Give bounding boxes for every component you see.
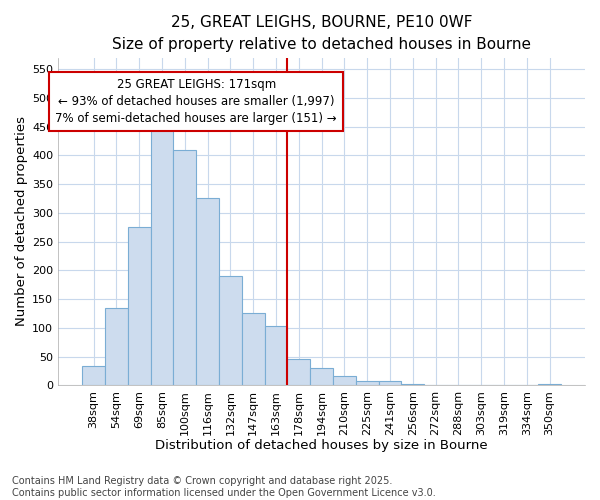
Bar [82,366,105,386]
Bar [310,368,333,386]
Bar [447,385,470,386]
Text: Contains HM Land Registry data © Crown copyright and database right 2025.
Contai: Contains HM Land Registry data © Crown c… [12,476,436,498]
Bar [401,384,424,386]
Bar [105,308,128,386]
Bar [242,314,265,386]
X-axis label: Distribution of detached houses by size in Bourne: Distribution of detached houses by size … [155,440,488,452]
Bar [219,276,242,386]
Bar [151,126,173,386]
Title: 25, GREAT LEIGHS, BOURNE, PE10 0WF
Size of property relative to detached houses : 25, GREAT LEIGHS, BOURNE, PE10 0WF Size … [112,15,531,52]
Bar [287,360,310,386]
Bar [379,382,401,386]
Bar [356,382,379,386]
Y-axis label: Number of detached properties: Number of detached properties [15,116,28,326]
Bar [538,384,561,386]
Bar [333,376,356,386]
Bar [173,150,196,386]
Text: 25 GREAT LEIGHS: 171sqm
← 93% of detached houses are smaller (1,997)
7% of semi-: 25 GREAT LEIGHS: 171sqm ← 93% of detache… [55,78,337,124]
Bar [128,227,151,386]
Bar [265,326,287,386]
Bar [196,198,219,386]
Bar [424,385,447,386]
